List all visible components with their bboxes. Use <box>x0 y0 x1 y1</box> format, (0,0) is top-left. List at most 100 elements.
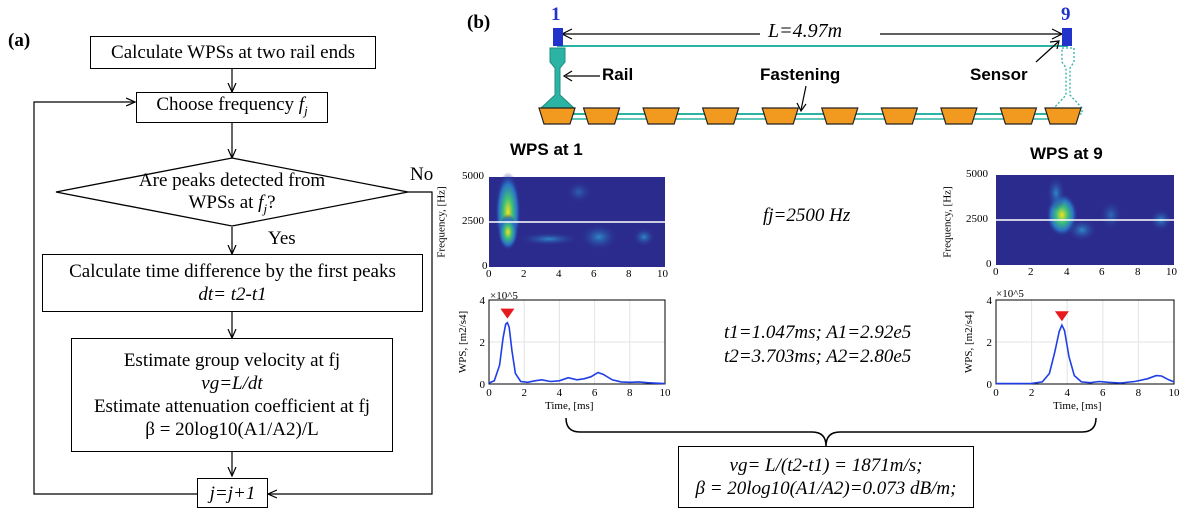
step-time-difference: Calculate time difference by the first p… <box>42 254 423 312</box>
choose-frequency-prefix: Choose frequency <box>156 94 299 116</box>
spec1-xtick-0: 0 <box>486 268 492 280</box>
wps-series-line <box>488 321 666 385</box>
spectrogram-wps9 <box>996 175 1174 265</box>
spec9-xtick-0: 0 <box>993 266 999 278</box>
choose-frequency-var: f <box>298 94 305 116</box>
wps9-title: WPS at 9 <box>1030 144 1103 163</box>
time-difference-line-2: dt= t2-t1 <box>198 284 267 305</box>
plot-frame <box>995 299 1175 385</box>
peak-line-1: t1=1.047ms; A1=2.92e5 <box>724 322 912 343</box>
estimate-line-2: vg=L/dt <box>201 373 263 394</box>
wps1-xtick: 10 <box>660 387 672 399</box>
decision-line-2-sub: j <box>263 200 268 216</box>
fastening-pad <box>940 107 978 125</box>
wps9-ytick: 4 <box>987 295 993 307</box>
decision-line-2: WPSs at fj? <box>100 192 364 220</box>
wps1-ytick: 0 <box>480 379 486 391</box>
plot-frame <box>488 299 666 385</box>
wps9-xtick: 2 <box>1029 387 1035 399</box>
step-increment-j: j=j+1 <box>197 478 268 508</box>
estimate-line-4: β = 20log10(A1/A2)/L <box>145 419 319 440</box>
wps1-xlabel: Time, [ms] <box>545 400 594 412</box>
spectrogram-wps1 <box>489 172 665 267</box>
spec9-xtick-8: 8 <box>1135 266 1141 278</box>
estimate-line-3: Estimate attenuation coefficient at fj <box>93 396 371 417</box>
decision-text: Are peaks detected from WPSs at fj? <box>100 170 364 220</box>
spec1-xtick-8: 8 <box>626 268 632 280</box>
wps9-xlabel: Time, [ms] <box>1053 400 1102 412</box>
step-choose-frequency: Choose frequency fj <box>136 92 328 123</box>
wps1-exponent: ×10^5 <box>490 290 518 302</box>
node-1-label: 1 <box>551 4 561 25</box>
fastening-pad <box>820 107 859 125</box>
wps1-ytick: 2 <box>480 337 486 349</box>
wps-series-line <box>996 323 1175 385</box>
no-label: No <box>410 164 434 185</box>
spec1-ytick-5000: 5000 <box>462 170 484 182</box>
wps9-ytick: 2 <box>987 337 993 349</box>
spec9-ytick-5000: 5000 <box>966 168 988 180</box>
wps1-ytick: 4 <box>480 295 486 307</box>
panel-b-label: (b) <box>467 12 491 33</box>
wps9-exponent: ×10^5 <box>996 288 1024 300</box>
decision-diamond <box>55 157 409 227</box>
fastening-label: Fastening <box>760 65 841 84</box>
step-choose-frequency-text: Choose frequency fj <box>156 93 307 122</box>
spec9-xtick-2: 2 <box>1028 266 1034 278</box>
fastening-pad <box>761 107 800 125</box>
wps9-xtick: 10 <box>1169 387 1181 399</box>
spec9-xtick-4: 4 <box>1064 266 1070 278</box>
fastening-pad <box>582 107 621 125</box>
frequency-label-text: fj=2500 Hz <box>763 205 851 226</box>
wps9-xtick: 4 <box>1064 387 1070 399</box>
wps9-ytick: 0 <box>987 379 993 391</box>
decision-line-2-var: f <box>258 192 264 213</box>
fastening-pad <box>642 107 680 125</box>
wps9-xtick: 0 <box>993 387 999 399</box>
length-label: L=4.97m <box>768 20 843 42</box>
choose-frequency-sub: j <box>304 102 308 118</box>
step-calculate-wps-text: Calculate WPSs at two rail ends <box>111 42 355 63</box>
spec1-xtick-4: 4 <box>556 268 562 280</box>
wps9-xtick: 8 <box>1136 387 1142 399</box>
wps9-xtick: 6 <box>1100 387 1106 399</box>
node-9-label: 9 <box>1061 4 1071 25</box>
spec9-xtick-10: 10 <box>1166 266 1177 278</box>
time-difference-line-1: Calculate time difference by the first p… <box>69 261 396 282</box>
frequency-label: fj=2500 Hz <box>763 205 850 227</box>
peak-line-2: t2=3.703ms; A2=2.80e5 <box>724 346 912 367</box>
result-line-2: β = 20log10(A1/A2)=0.073 dB/m; <box>695 478 957 499</box>
fastening-pad <box>999 107 1038 125</box>
spec1-xtick-10: 10 <box>657 268 668 280</box>
peak-marker <box>1054 311 1069 322</box>
decision-line-2-suffix: ? <box>267 192 276 213</box>
increment-j-text: j=j+1 <box>209 482 256 504</box>
fastening-pad <box>1044 107 1082 125</box>
yes-label: Yes <box>268 228 296 249</box>
spec1-ytick-0: 0 <box>482 260 488 272</box>
wps1-xtick: 8 <box>627 387 633 399</box>
estimate-line-1: Estimate group velocity at fj <box>123 350 341 371</box>
wps9-plot: 0 2 4 6 8 10 0 2 4 <box>987 295 1181 399</box>
result-line-1: vg= L/(t2-t1) = 1871m/s; <box>729 455 923 476</box>
sensor-label: Sensor <box>970 65 1028 84</box>
step-calculate-wps: Calculate WPSs at two rail ends <box>90 36 376 69</box>
result-box: vg= L/(t2-t1) = 1871m/s; β = 20log10(A1/… <box>678 446 974 508</box>
wps1-xtick: 0 <box>486 387 492 399</box>
fastening-pad <box>701 107 740 125</box>
fastening-pad <box>538 107 576 125</box>
wps1-xtick: 2 <box>521 387 527 399</box>
fastening-pad <box>880 107 919 125</box>
step-estimate: Estimate group velocity at fj vg=L/dt Es… <box>71 338 393 452</box>
wps1-xtick: 4 <box>557 387 563 399</box>
spec9-ytick-2500: 2500 <box>966 213 988 225</box>
decision-line-2-prefix: WPSs at <box>188 192 259 213</box>
spec1-xtick-2: 2 <box>521 268 527 280</box>
wps1-xtick: 6 <box>592 387 598 399</box>
spec9-ytick-0: 0 <box>986 258 992 270</box>
spec1-xtick-6: 6 <box>591 268 597 280</box>
